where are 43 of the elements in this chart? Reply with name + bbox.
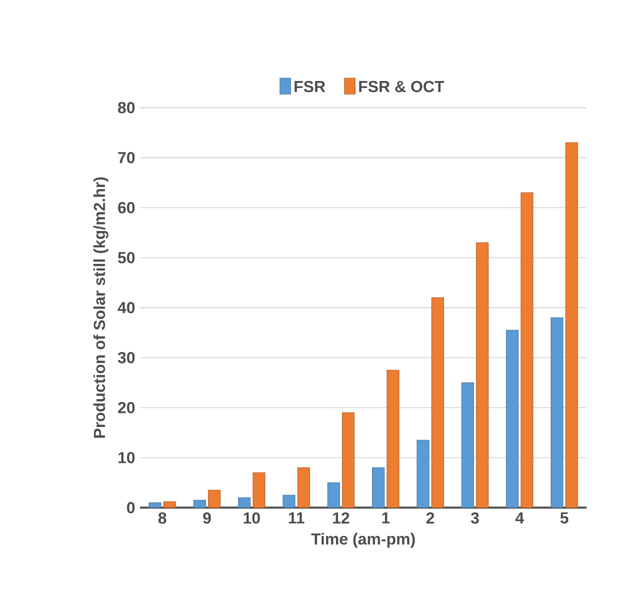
x-tick-label: 12: [333, 512, 350, 524]
bar: [416, 440, 430, 508]
bar: [148, 502, 162, 508]
y-tick-label: 60: [118, 202, 135, 214]
bar: [550, 317, 564, 508]
x-tick-label: 2: [426, 512, 434, 524]
bar: [520, 192, 534, 508]
bar: [461, 382, 474, 508]
bar: [252, 472, 266, 508]
x-tick-label: 1: [382, 512, 390, 524]
x-tick-label: 4: [515, 512, 524, 524]
y-tick-label: 10: [118, 452, 135, 464]
x-axis-title: Time (am-pm): [311, 532, 415, 548]
bar: [327, 482, 340, 508]
bar: [238, 497, 251, 508]
y-tick-label: 0: [127, 502, 135, 514]
legend-label: FSR: [294, 80, 326, 92]
bar: [193, 500, 206, 508]
bar: [431, 297, 444, 508]
bar: [386, 370, 400, 508]
bar: [342, 412, 355, 508]
bar: [163, 501, 176, 508]
x-tick-label: 5: [560, 512, 568, 524]
y-tick-label: 70: [118, 152, 135, 164]
y-tick-label: 40: [118, 302, 135, 314]
y-tick-label: 50: [118, 252, 135, 264]
legend-label: FSR & OCT: [359, 80, 444, 92]
bar: [476, 242, 489, 508]
bar: [297, 467, 310, 508]
bar: [282, 494, 296, 508]
y-tick-label: 80: [118, 102, 135, 114]
x-tick-label: 11: [288, 512, 304, 524]
bar: [565, 142, 578, 508]
x-tick-label: 3: [470, 512, 479, 524]
x-tick-label: 10: [244, 512, 260, 524]
bar: [372, 467, 385, 508]
bar: [208, 490, 221, 508]
x-tick-label: 9: [203, 512, 211, 524]
y-tick-label: 20: [118, 402, 135, 414]
y-axis-title: Production of Solar still (kg/m2.hr): [93, 177, 108, 438]
y-tick-label: 30: [118, 352, 135, 364]
bar: [506, 330, 519, 508]
x-tick-label: 8: [158, 512, 166, 524]
